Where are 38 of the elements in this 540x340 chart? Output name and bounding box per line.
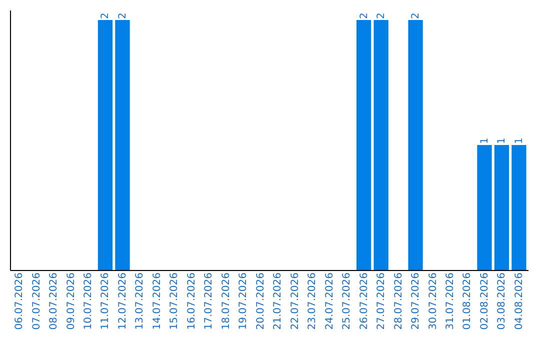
x-tick-label: 12.07.2026 [117, 272, 128, 330]
x-tick-label: 03.08.2026 [496, 272, 508, 330]
x-tick-label: 31.07.2026 [445, 272, 456, 330]
x-tick-label: 28.07.2026 [393, 272, 404, 330]
x-tick-label: 26.07.2026 [358, 272, 370, 330]
x-tick-label: 21.07.2026 [272, 272, 284, 330]
data-label: 2 [358, 12, 370, 19]
x-tick-label: 13.07.2026 [134, 272, 146, 330]
x-tick-label: 06.07.2026 [14, 272, 26, 330]
x-tick-label: 29.07.2026 [410, 272, 422, 330]
x-tick-label: 25.07.2026 [342, 272, 353, 330]
x-tick-label: 07.07.2026 [31, 272, 42, 330]
x-tick-label: 09.07.2026 [66, 272, 77, 330]
x-tick-label: 19.07.2026 [238, 272, 250, 330]
x-tick-label: 02.08.2026 [479, 272, 490, 330]
data-label: 2 [117, 12, 128, 19]
x-tick-label: 17.07.2026 [204, 272, 215, 330]
x-tick-label: 01.08.2026 [462, 272, 474, 330]
x-tick-label: 10.07.2026 [83, 272, 94, 330]
data-label: 1 [514, 138, 525, 144]
x-tick-label: 24.07.2026 [324, 272, 336, 330]
x-tick-label: 15.07.2026 [169, 272, 180, 330]
x-tick-label: 11.07.2026 [100, 272, 112, 330]
data-label: 2 [410, 12, 422, 19]
x-tick-label: 18.07.2026 [220, 272, 232, 330]
x-tick-label: 30.07.2026 [428, 272, 439, 330]
x-tick-label: 27.07.2026 [376, 272, 388, 330]
x-tick-label: 16.07.2026 [186, 272, 198, 330]
x-tick-label: 08.07.2026 [48, 272, 60, 330]
x-tick-label: 20.07.2026 [255, 272, 266, 330]
x-tick-label: 22.07.2026 [290, 272, 301, 330]
x-tick-label: 23.07.2026 [307, 272, 318, 330]
data-label: 2 [376, 12, 388, 19]
data-label: 1 [479, 138, 490, 144]
x-tick-label: 04.08.2026 [514, 272, 525, 330]
x-tick-label: 14.07.2026 [152, 272, 163, 330]
data-label: 1 [496, 138, 508, 144]
data-label: 2 [100, 12, 112, 19]
